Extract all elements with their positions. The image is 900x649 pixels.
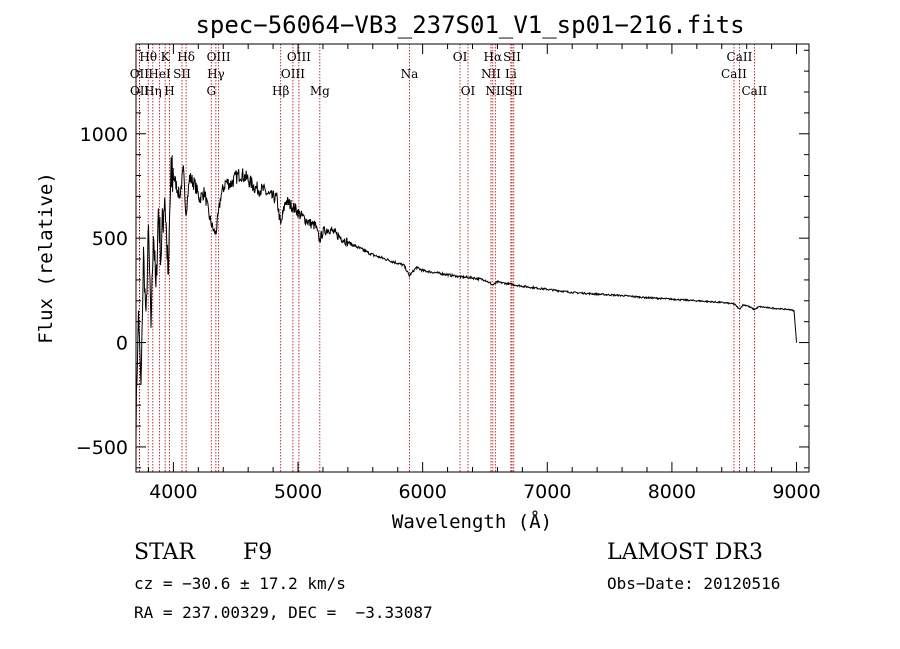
line-marker-label: OI — [461, 84, 476, 98]
line-marker-label: HeI — [148, 67, 171, 81]
y-axis-label: Flux (relative) — [35, 172, 57, 344]
spectrum-line — [135, 155, 797, 440]
survey-name: LAMOST DR3 — [607, 540, 763, 565]
line-marker-label: SII — [173, 67, 191, 81]
y-tick-label: 0 — [116, 333, 128, 355]
sky-coordinates: RA = 237.00329, DEC = −3.33087 — [134, 603, 433, 622]
line-marker-label: NII — [481, 67, 501, 81]
line-marker-labels: OII OII Hθ Hη HeI K H SII Hδ G Hγ OIII Hβ OIII OIII Mg N… — [130, 50, 768, 98]
line-marker-label: SII — [503, 50, 521, 64]
x-axis-ticks — [147, 44, 798, 472]
line-marker-label: Hδ — [177, 50, 195, 64]
line-marker-label: Mg — [310, 84, 330, 98]
line-marker-label: OII — [130, 84, 150, 98]
line-marker-label: Hβ — [272, 84, 289, 98]
line-marker-label: OII — [130, 67, 150, 81]
line-marker-label: CaII — [727, 50, 753, 64]
line-marker-label: CaII — [741, 84, 767, 98]
object-subclass: F9 — [243, 540, 273, 565]
line-marker-label: OIII — [287, 50, 311, 64]
line-marker-label: OIII — [281, 67, 305, 81]
line-marker-label: G — [206, 84, 216, 98]
line-marker-label: Hα — [484, 50, 503, 64]
line-marker-label: Na — [401, 67, 419, 81]
y-tick-label: 1000 — [80, 124, 128, 146]
redshift-velocity: cz = −30.6 ± 17.2 km/s — [134, 574, 346, 593]
x-tick-label: 9000 — [772, 481, 820, 503]
line-marker-label: Hη — [144, 84, 162, 98]
x-tick-label: 7000 — [523, 481, 571, 503]
y-axis-ticks — [136, 49, 809, 469]
line-marker-label: Li — [505, 67, 517, 81]
observation-date: Obs−Date: 20120516 — [607, 574, 781, 593]
line-marker-label: NII — [485, 84, 505, 98]
object-class: STAR — [134, 540, 195, 565]
line-markers — [138, 44, 755, 472]
x-tick-label: 5000 — [274, 481, 322, 503]
line-marker-label: SII — [505, 84, 523, 98]
line-marker-label: OIII — [207, 50, 231, 64]
y-tick-label: −500 — [76, 437, 128, 459]
y-tick-label: 500 — [92, 228, 128, 250]
y-axis-tick-labels: −500 0 500 1000 — [76, 124, 128, 459]
x-tick-label: 6000 — [398, 481, 446, 503]
x-axis-label: Wavelength (Å) — [392, 510, 552, 533]
x-axis-tick-labels: 4000 5000 6000 7000 8000 9000 — [149, 481, 821, 503]
x-tick-label: 8000 — [648, 481, 696, 503]
line-marker-label: CaII — [721, 67, 747, 81]
line-marker-label: K — [161, 50, 171, 64]
x-tick-label: 4000 — [149, 481, 197, 503]
line-marker-label: Hθ — [139, 50, 157, 64]
line-marker-label: H — [164, 84, 174, 98]
line-marker-label: Hγ — [207, 67, 225, 81]
line-marker-label: OI — [453, 50, 468, 64]
chart-title: spec−56064−VB3_237S01_V1_sp01−216.fits — [195, 11, 744, 39]
